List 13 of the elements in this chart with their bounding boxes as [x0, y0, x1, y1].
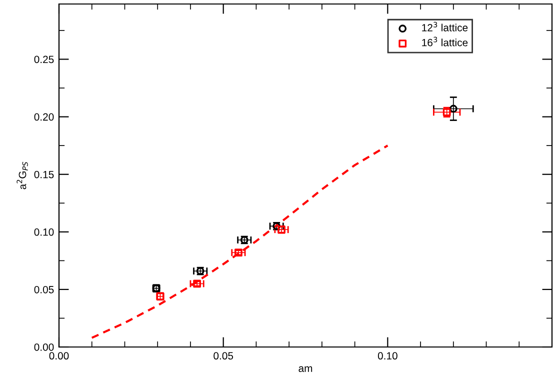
x-axis-title: am: [298, 366, 312, 372]
y-tick-label: 0.00: [34, 344, 54, 351]
y-tick-label: 0.10: [34, 228, 54, 236]
y-tick-label: 0.15: [34, 170, 54, 178]
x-tick-label: 0.10: [378, 352, 398, 360]
legend-label: 16$^{3}$ lattice: [422, 36, 468, 46]
y-tick-label: 0.25: [34, 56, 54, 64]
x-tick-label: 0.00: [49, 352, 69, 360]
y-tick-label: 0.20: [34, 113, 54, 121]
legend-label: 12$^{3}$ lattice: [422, 22, 468, 32]
y-tick-label: 0.05: [34, 286, 54, 294]
x-tick-label: 0.05: [214, 352, 234, 360]
y-axis-title: a$^{2}$G$_{PS}$: [16, 162, 28, 190]
